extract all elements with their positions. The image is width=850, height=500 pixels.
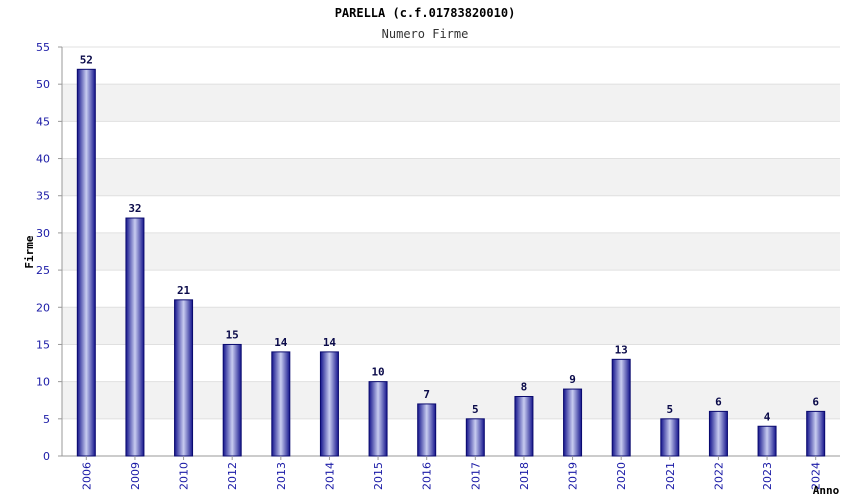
value-label-2016: 7 <box>423 388 430 401</box>
grid-bands <box>62 84 840 419</box>
grid-band <box>62 232 840 271</box>
y-tick-label: 45 <box>36 115 50 128</box>
x-tick-label-2023: 2023 <box>761 462 774 490</box>
value-label-2020: 13 <box>615 343 628 356</box>
bar-2006 <box>76 68 96 457</box>
value-label-2015: 10 <box>371 366 384 379</box>
x-tick-label-2019: 2019 <box>567 462 580 490</box>
x-tick-label-2017: 2017 <box>469 462 482 490</box>
y-tick-label: 5 <box>43 413 50 426</box>
value-label-2017: 5 <box>472 403 479 416</box>
value-label-2023: 4 <box>764 410 771 423</box>
x-tick-label-2012: 2012 <box>226 462 239 490</box>
value-label-2009: 32 <box>128 202 141 215</box>
y-axis-title: Firme <box>23 235 36 268</box>
x-tick-label-2010: 2010 <box>178 462 191 490</box>
x-tick-label-2006: 2006 <box>80 462 93 490</box>
value-label-2019: 9 <box>569 373 576 386</box>
chart-title: PARELLA (c.f.01783820010) <box>335 6 516 20</box>
y-tick-label: 20 <box>36 301 50 314</box>
bar-2018 <box>514 396 534 457</box>
y-tick-label: 25 <box>36 264 50 277</box>
y-tick-label: 30 <box>36 227 50 240</box>
bars <box>76 68 826 457</box>
x-tick-label-2022: 2022 <box>712 462 725 490</box>
x-tick-label-2018: 2018 <box>518 462 531 490</box>
bar-2014 <box>319 351 339 457</box>
x-tick-label-2021: 2021 <box>664 462 677 490</box>
value-label-2010: 21 <box>177 284 191 297</box>
value-label-2024: 6 <box>812 395 819 408</box>
x-tick-label-2009: 2009 <box>129 462 142 490</box>
y-axis-ticks: 0 5 10 15 20 25 30 35 40 45 50 55 <box>36 41 62 463</box>
bar-2017 <box>465 418 485 457</box>
value-label-2012: 15 <box>226 328 239 341</box>
grid-band <box>62 84 840 122</box>
bar-2021 <box>660 418 680 457</box>
bar-2012 <box>222 343 242 457</box>
x-axis-ticks: 2006 2009 2010 2012 2013 2014 2015 2016 2017 2018… <box>80 456 823 490</box>
value-label-2021: 5 <box>667 403 674 416</box>
y-tick-label: 55 <box>36 41 50 54</box>
y-tick-label: 40 <box>36 153 50 166</box>
bar-2020 <box>611 358 631 457</box>
y-tick-label: 50 <box>36 78 50 91</box>
bar-2024 <box>806 410 826 457</box>
bar-2013 <box>271 351 291 457</box>
value-label-2018: 8 <box>521 381 528 394</box>
x-axis-title: Anno <box>813 484 840 497</box>
y-tick-label: 15 <box>36 338 50 351</box>
value-label-2013: 14 <box>274 336 288 349</box>
x-tick-label-2014: 2014 <box>323 462 336 490</box>
x-tick-label-2015: 2015 <box>372 462 385 490</box>
chart-subtitle: Numero Firme <box>382 27 469 41</box>
bar-2009 <box>125 217 145 457</box>
bar-2022 <box>708 410 728 457</box>
bar-2016 <box>417 403 437 457</box>
x-tick-label-2020: 2020 <box>615 462 628 490</box>
y-tick-label: 0 <box>43 450 50 463</box>
bar-2015 <box>368 381 388 457</box>
grid-band <box>62 158 840 196</box>
y-tick-label: 35 <box>36 190 50 203</box>
data-labels: 52 32 21 15 14 14 10 7 5 8 9 13 5 6 4 6 <box>80 53 820 423</box>
value-label-2006: 52 <box>80 53 93 66</box>
bar-2010 <box>174 299 194 457</box>
bar-2023 <box>757 425 777 457</box>
x-tick-label-2013: 2013 <box>275 462 288 490</box>
x-tick-label-2016: 2016 <box>421 462 434 490</box>
x-tick-label-2024: 2024 <box>810 462 823 490</box>
value-label-2022: 6 <box>715 395 722 408</box>
value-label-2014: 14 <box>323 336 337 349</box>
bar-2019 <box>563 388 583 457</box>
y-tick-label: 10 <box>36 376 50 389</box>
